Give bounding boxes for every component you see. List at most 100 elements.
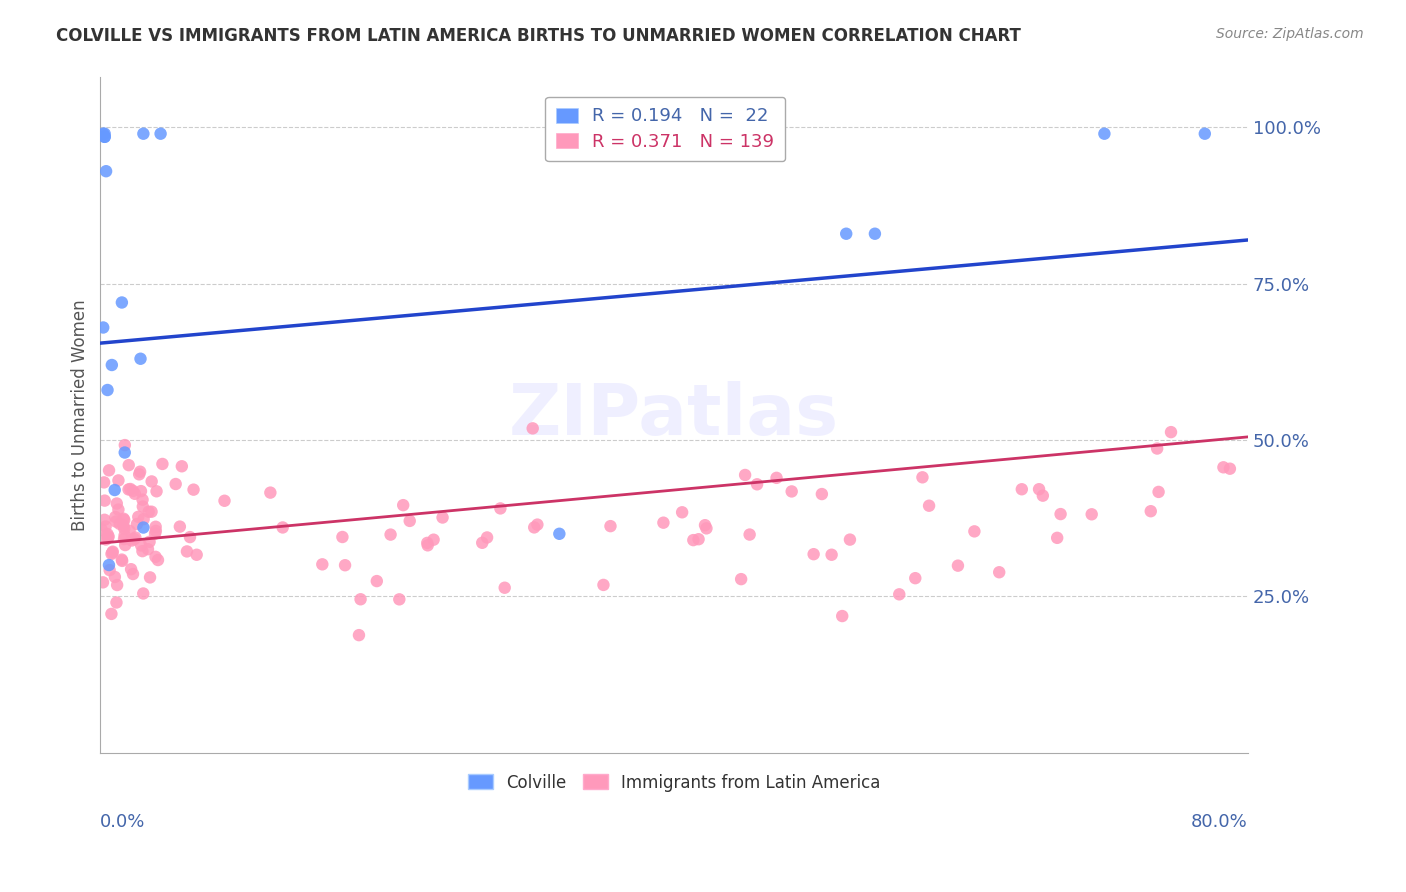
Point: [112, 532, 135, 546]
Point: [114, 438, 136, 452]
Point: [105, 496, 128, 510]
Point: [599, 519, 621, 533]
Point: [1160, 425, 1182, 439]
Point: [136, 542, 159, 557]
Point: [152, 457, 174, 471]
Point: [101, 546, 124, 560]
Point: [1080, 508, 1102, 522]
Point: [118, 524, 141, 538]
Point: [101, 545, 124, 559]
Point: [111, 295, 134, 310]
Point: [179, 530, 201, 544]
Point: [835, 227, 858, 241]
Point: [904, 571, 927, 585]
Point: [118, 458, 141, 472]
Point: [138, 534, 160, 549]
Text: COLVILLE VS IMMIGRANTS FROM LATIN AMERICA BIRTHS TO UNMARRIED WOMEN CORRELATION : COLVILLE VS IMMIGRANTS FROM LATIN AMERIC…: [56, 27, 1021, 45]
Point: [93, 513, 115, 527]
Point: [146, 553, 169, 567]
Point: [98, 463, 121, 477]
Point: [946, 558, 969, 573]
Point: [471, 536, 494, 550]
Point: [104, 570, 127, 584]
Point: [734, 467, 756, 482]
Point: [132, 520, 155, 534]
Point: [129, 539, 152, 553]
Point: [820, 548, 842, 562]
Point: [145, 549, 167, 564]
Point: [730, 572, 752, 586]
Point: [1147, 484, 1170, 499]
Point: [91, 575, 114, 590]
Point: [831, 609, 853, 624]
Point: [93, 475, 115, 490]
Point: [988, 566, 1011, 580]
Point: [911, 470, 934, 484]
Point: [333, 558, 356, 573]
Point: [682, 533, 704, 548]
Point: [94, 164, 117, 178]
Point: [392, 498, 415, 512]
Point: [105, 595, 128, 609]
Point: [128, 467, 150, 482]
Point: [98, 563, 121, 577]
Point: [127, 509, 149, 524]
Point: [93, 129, 115, 144]
Point: [111, 554, 134, 568]
Point: [349, 592, 371, 607]
Point: [416, 536, 439, 550]
Point: [112, 513, 135, 527]
Point: [149, 127, 172, 141]
Point: [745, 477, 768, 491]
Point: [380, 527, 402, 541]
Point: [432, 510, 454, 524]
Point: [108, 516, 131, 531]
Point: [120, 562, 142, 576]
Point: [523, 520, 546, 534]
Point: [107, 474, 129, 488]
Point: [347, 628, 370, 642]
Point: [145, 520, 167, 534]
Point: [811, 487, 834, 501]
Point: [170, 459, 193, 474]
Point: [839, 533, 862, 547]
Point: [416, 538, 439, 552]
Point: [863, 227, 886, 241]
Point: [90, 523, 112, 537]
Point: [332, 530, 354, 544]
Point: [121, 533, 143, 548]
Point: [176, 544, 198, 558]
Point: [145, 524, 167, 538]
Point: [93, 493, 115, 508]
Point: [93, 129, 115, 144]
Point: [122, 567, 145, 582]
Point: [131, 544, 153, 558]
Point: [132, 512, 155, 526]
Point: [105, 578, 128, 592]
Point: [183, 483, 205, 497]
Point: [494, 581, 516, 595]
Point: [1219, 461, 1241, 475]
Point: [125, 517, 148, 532]
Point: [1139, 504, 1161, 518]
Point: [311, 558, 333, 572]
Text: ZIPatlas: ZIPatlas: [509, 381, 839, 450]
Point: [1146, 442, 1168, 456]
Y-axis label: Births to Unmarried Women: Births to Unmarried Women: [72, 299, 89, 531]
Point: [117, 483, 139, 497]
Point: [522, 421, 544, 435]
Point: [139, 570, 162, 584]
Point: [129, 465, 152, 479]
Point: [592, 578, 614, 592]
Point: [124, 487, 146, 501]
Point: [388, 592, 411, 607]
Point: [93, 127, 115, 141]
Point: [122, 483, 145, 498]
Point: [96, 383, 118, 397]
Point: [122, 532, 145, 546]
Point: [693, 518, 716, 533]
Point: [112, 518, 135, 533]
Point: [1049, 507, 1071, 521]
Point: [131, 492, 153, 507]
Point: [97, 558, 120, 572]
